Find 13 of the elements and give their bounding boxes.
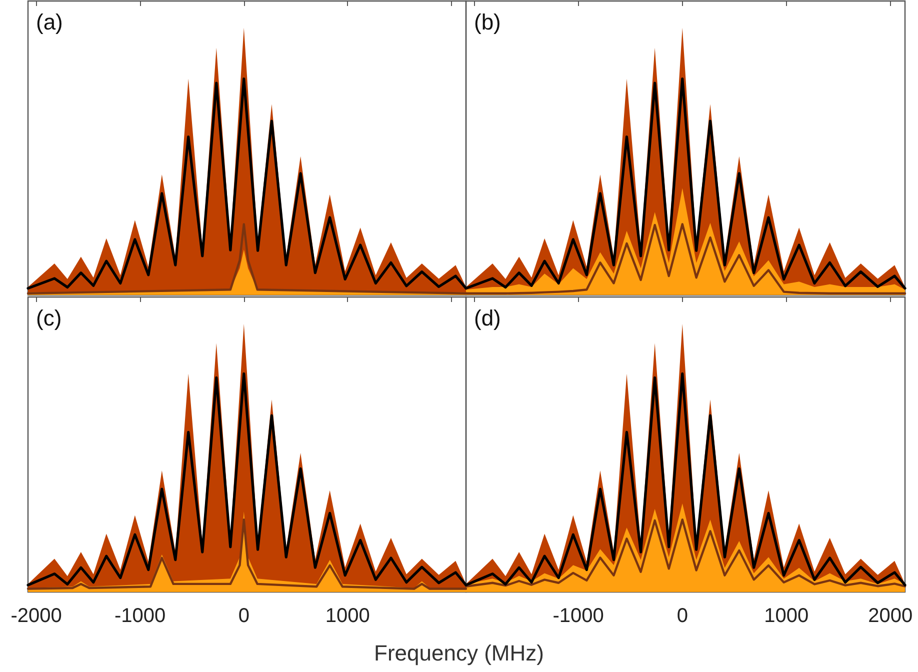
x-tick-label: 1000 — [325, 605, 370, 627]
x-tick-label: 1000 — [764, 605, 809, 627]
annotation: (d) — [474, 306, 501, 330]
x-tick-label: -2000 — [10, 605, 62, 627]
annotation: (b) — [474, 10, 501, 34]
x-tick-label: -1000 — [552, 605, 604, 627]
annotation: (a) — [36, 10, 63, 34]
x-axis-title: Frequency (MHz) — [374, 640, 544, 666]
x-tick-label: -1000 — [114, 605, 166, 627]
x-tick-label: 0 — [676, 605, 688, 627]
x-tick-label: 0 — [238, 605, 250, 627]
x-tick-label: 2000 — [868, 605, 913, 627]
annotation: (c) — [36, 306, 62, 330]
